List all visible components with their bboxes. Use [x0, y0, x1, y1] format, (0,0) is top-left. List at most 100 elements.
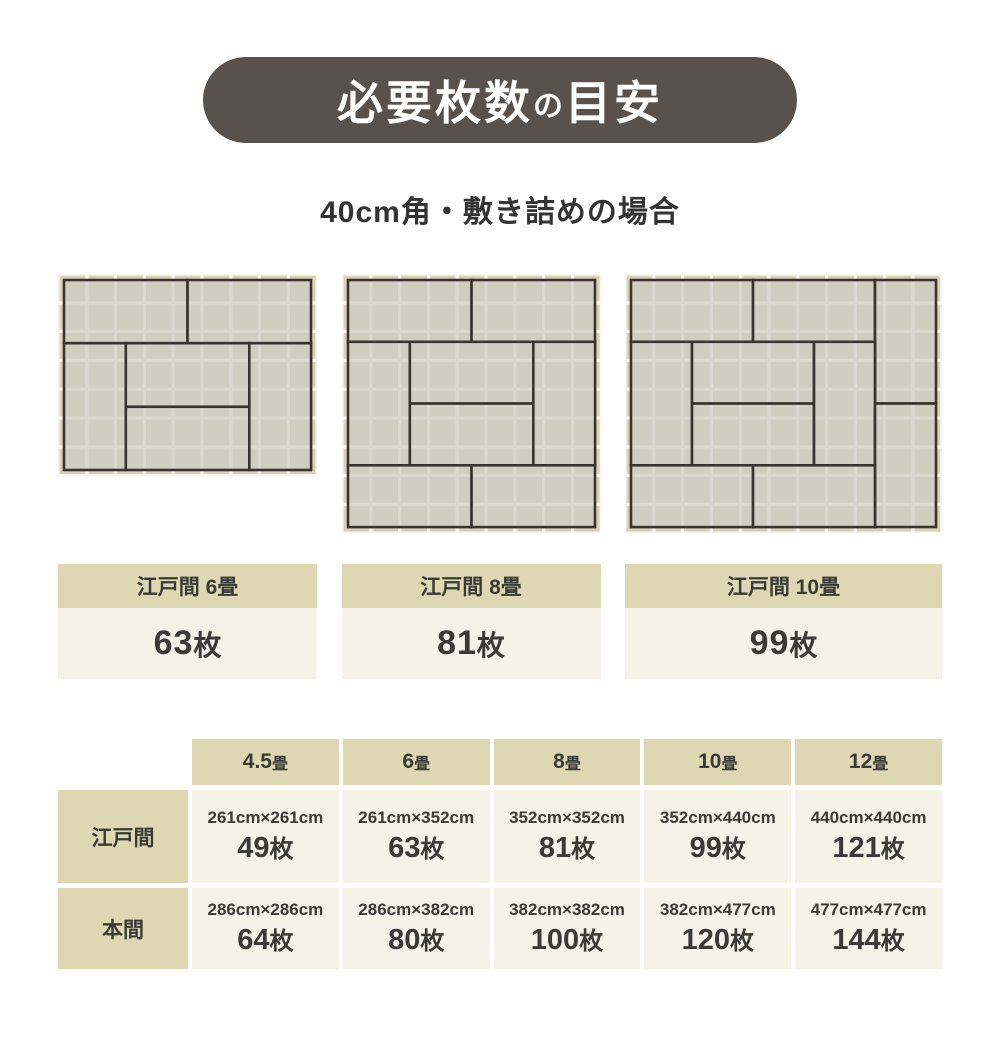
- title-text: 目安: [565, 77, 663, 129]
- tatami-mat: [629, 464, 755, 529]
- table-col-header: 12 畳: [795, 739, 942, 785]
- tatami-mat: [346, 278, 473, 344]
- value-number: 81: [437, 624, 477, 662]
- value-number: 120: [681, 924, 730, 956]
- count-card-1: 江戸間 6畳 63 枚: [58, 564, 317, 679]
- diagram-row: [58, 274, 942, 533]
- table-cell: 382cm×382cm 100枚: [493, 888, 641, 969]
- tatami-layout-svg: [625, 274, 942, 533]
- value-unit: 枚: [571, 836, 596, 863]
- value-number: 12: [848, 750, 873, 773]
- cell-dimensions: 382cm×477cm: [659, 900, 776, 919]
- cell-dimensions: 440cm×440cm: [810, 808, 927, 827]
- count-card-3: 江戸間 10畳 99 枚: [625, 564, 942, 679]
- value-unit: 畳: [872, 756, 889, 773]
- size-table: 4.5 畳 6 畳 8 畳 10 畳 12 畳江戸間 261cm×261cm 49枚 261cm×352…: [58, 739, 942, 969]
- cell-count: 120枚: [682, 921, 754, 957]
- tatami-mat: [62, 341, 128, 472]
- cell-count: 99枚: [690, 829, 746, 865]
- tatami-layout-svg: [341, 274, 601, 533]
- value-number: 8: [553, 750, 565, 773]
- page-title: 必要枚数の目安: [337, 67, 663, 133]
- tatami-mat: [469, 278, 596, 344]
- tatami-mat: [124, 341, 251, 408]
- tatami-diagram-1: [58, 274, 317, 476]
- cell-count: 64枚: [237, 921, 293, 957]
- tatami-mat: [751, 278, 877, 344]
- value-unit: 枚: [721, 836, 746, 863]
- value-unit: 畳: [271, 756, 288, 773]
- tatami-mat: [531, 340, 596, 467]
- value-number: 81: [538, 832, 572, 864]
- cell-dimensions: 352cm×352cm: [509, 808, 625, 827]
- value-number: 64: [237, 924, 270, 956]
- tatami-mat: [62, 278, 189, 345]
- tatami-mat: [751, 464, 877, 529]
- tatami-mat: [873, 402, 938, 529]
- value-unit: 畳: [414, 756, 431, 773]
- tatami-mat: [346, 340, 411, 467]
- value-unit: 畳: [721, 756, 738, 773]
- value-number: 6: [402, 750, 415, 773]
- tatami-mat: [408, 402, 535, 467]
- table-cell: 477cm×477cm 144枚: [795, 888, 942, 969]
- tatami-mat: [346, 464, 473, 529]
- value-number: 4.5: [242, 750, 272, 773]
- card-count: 63 枚: [58, 608, 317, 679]
- table-col-header: 10 畳: [644, 739, 792, 785]
- value-unit: 枚: [269, 836, 294, 863]
- cell-count: 100枚: [531, 921, 603, 957]
- content: 江戸間 6畳 63 枚江戸間 8畳 81 枚江戸間 10畳 99 枚 4.5 畳 6 畳 8 畳 10 畳…: [58, 274, 942, 969]
- value-number: 121: [832, 832, 881, 864]
- table-cell: 440cm×440cm 121枚: [795, 790, 942, 883]
- value-unit: 枚: [789, 629, 818, 661]
- card-label: 江戸間 10畳: [625, 564, 942, 608]
- tatami-mat: [629, 278, 755, 344]
- value-number: 63: [388, 832, 421, 864]
- value-unit: 枚: [579, 928, 604, 955]
- value-unit: 枚: [880, 928, 905, 955]
- tatami-mat: [812, 340, 877, 467]
- title-banner: 必要枚数の目安: [203, 57, 797, 143]
- title-text: 必要枚数: [337, 77, 533, 129]
- value-unit: 枚: [729, 928, 754, 955]
- cell-count: 81枚: [539, 829, 595, 865]
- tatami-diagram-2: [341, 274, 601, 533]
- card-row: 江戸間 6畳 63 枚江戸間 8畳 81 枚江戸間 10畳 99 枚: [58, 564, 942, 679]
- value-unit: 枚: [269, 928, 294, 955]
- cell-dimensions: 352cm×440cm: [659, 808, 776, 827]
- tatami-mat: [629, 340, 694, 467]
- cell-dimensions: 286cm×286cm: [207, 900, 324, 919]
- value-number: 10: [698, 750, 722, 773]
- cell-count: 49枚: [237, 829, 293, 865]
- value-number: 144: [832, 924, 881, 956]
- table-row-label: 本間: [58, 888, 188, 969]
- cell-count: 144枚: [832, 921, 904, 957]
- value-unit: 枚: [476, 629, 505, 661]
- tatami-mat: [248, 341, 313, 472]
- table-cell: 352cm×352cm 81枚: [493, 790, 641, 883]
- value-unit: 枚: [193, 629, 222, 661]
- card-label: 江戸間 8畳: [341, 564, 601, 608]
- cell-count: 121枚: [832, 829, 904, 865]
- cell-dimensions: 261cm×352cm: [358, 808, 475, 827]
- subtitle: 40cm角・敷き詰めの場合: [320, 196, 680, 229]
- table-cell: 286cm×286cm 64枚: [192, 888, 339, 969]
- card-count: 81 枚: [341, 608, 601, 679]
- tatami-layout-svg: [58, 274, 317, 476]
- value-unit: 枚: [420, 928, 445, 955]
- value-number: 63: [153, 624, 194, 662]
- table-corner-cell: [58, 739, 188, 785]
- tatami-mat: [469, 464, 596, 529]
- table-cell: 352cm×440cm 99枚: [644, 790, 792, 883]
- cell-dimensions: 261cm×261cm: [207, 808, 324, 827]
- value-number: 49: [237, 832, 270, 864]
- table-cell: 382cm×477cm 120枚: [644, 888, 792, 969]
- tatami-mat: [408, 340, 535, 405]
- table-cell: 261cm×261cm 49枚: [192, 790, 339, 883]
- title-text: の: [533, 90, 565, 123]
- cell-dimensions: 286cm×382cm: [358, 900, 475, 919]
- card-label: 江戸間 6畳: [58, 564, 317, 608]
